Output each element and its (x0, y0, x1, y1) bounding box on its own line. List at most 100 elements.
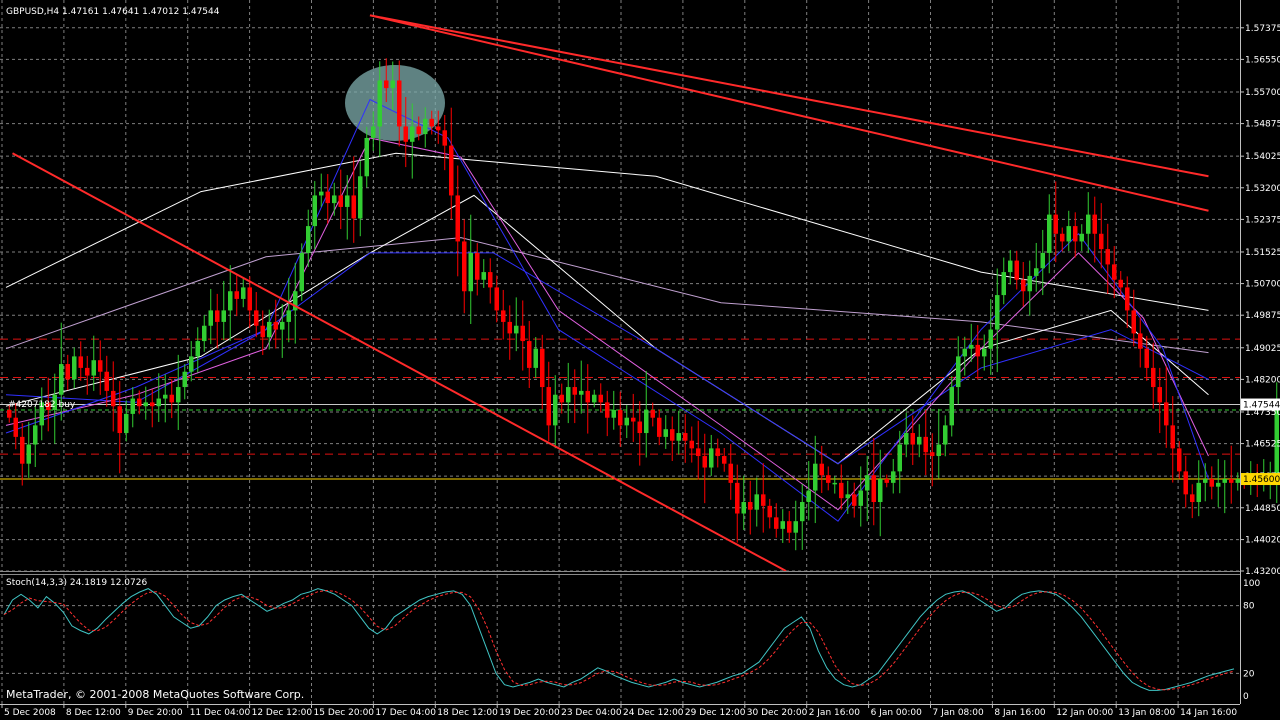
trend-line[interactable] (369, 14, 1209, 212)
candle-body (130, 398, 135, 414)
stochastic-panel[interactable]: Stoch(14,3,3) 24.1819 12.0726 (0, 575, 1240, 704)
candle-body (507, 321, 512, 334)
candle-body (501, 310, 506, 322)
time-axis[interactable]: 5 Dec 2008 8 Dec 12:00 9 Dec 20:00 11 Dec 0… (1, 704, 1237, 718)
candle-body (364, 137, 369, 177)
candle-body (722, 456, 727, 464)
candle-body (202, 325, 207, 342)
candle-body (1066, 226, 1071, 242)
time-tick-label: 19 Dec 20:00 (499, 708, 560, 718)
candle-body (72, 356, 77, 380)
candle-body (371, 126, 376, 138)
current-price-label: 1.47544 (1243, 401, 1280, 411)
candle-body (1008, 260, 1013, 273)
time-tick-label: 24 Dec 12:00 (623, 708, 684, 718)
candle-body (605, 402, 610, 418)
candle-body (462, 241, 467, 292)
candle-body (416, 126, 421, 135)
moving-average-line (5, 237, 1209, 354)
candle-body (91, 360, 96, 376)
candle-body (494, 287, 499, 311)
order-label: #4207182 buy (8, 400, 76, 410)
candle-body (442, 130, 447, 146)
candle-body (481, 272, 486, 280)
trend-line[interactable] (12, 152, 787, 572)
candle-body (579, 390, 584, 395)
time-tick-label: 14 Jan 16:00 (1180, 708, 1237, 718)
candle-body (1099, 233, 1104, 250)
candle-body (1034, 268, 1039, 276)
candle-body (611, 410, 616, 418)
candle-body (1086, 214, 1091, 234)
price-tick-label: 1.53200 (1245, 184, 1280, 194)
stoch-axis-label: 20 (1243, 669, 1255, 679)
time-tick-label: 29 Dec 12:00 (685, 708, 746, 718)
price-tick-label: 1.57375 (1245, 24, 1280, 34)
candle-body (1047, 214, 1052, 253)
candle-body (1203, 479, 1208, 483)
symbol-info: GBPUSD,H4 1.47161 1.47641 1.47012 1.4754… (6, 7, 220, 17)
moving-average-line (5, 252, 1209, 465)
time-tick-label: 15 Dec 20:00 (314, 708, 375, 718)
candle-body (832, 482, 837, 485)
candle-body (1170, 425, 1175, 449)
candle-body (748, 502, 753, 510)
candle-body (104, 371, 109, 391)
copyright-text: MetaTrader, © 2001-2008 MetaQuotes Softw… (6, 688, 304, 701)
candle-body (345, 195, 350, 207)
stochastic-grid (0, 575, 1240, 704)
candle-body (631, 417, 636, 422)
candle-body (143, 402, 148, 407)
candle-body (683, 433, 688, 441)
candle-body (403, 126, 408, 142)
candle-body (1222, 479, 1227, 483)
candle-body (891, 471, 896, 483)
candle-body (598, 394, 603, 403)
candle-body (930, 452, 935, 457)
candle-body (312, 195, 317, 227)
candle-body (1092, 214, 1097, 234)
moving-average-line (5, 98, 1209, 522)
candle-body (1105, 249, 1110, 265)
price-panel[interactable]: #4207182 buy (0, 0, 1279, 572)
candle-body (839, 482, 844, 499)
candle-body (267, 321, 272, 338)
candle-body (1021, 279, 1026, 292)
candle-body (936, 444, 941, 457)
candle-body (208, 310, 213, 326)
candle-body (176, 387, 181, 403)
candle-body (111, 390, 116, 407)
candle-body (806, 490, 811, 503)
candle-body (254, 310, 259, 326)
candle-body (358, 176, 363, 219)
candle-body (1040, 252, 1045, 269)
candle-body (1274, 406, 1279, 480)
candle-body (1125, 287, 1130, 311)
stoch-axis-label: 80 (1243, 602, 1255, 612)
candle-body (221, 310, 226, 322)
candle-body (7, 410, 12, 418)
price-tick-label: 1.52375 (1245, 215, 1280, 225)
candle-body (520, 325, 525, 342)
candle-body (533, 348, 538, 368)
candle-body (540, 348, 545, 388)
candle-body (624, 417, 629, 426)
candle-body (59, 364, 64, 395)
candle-body (774, 517, 779, 529)
stochastic-info: Stoch(14,3,3) 24.1819 12.0726 (6, 578, 147, 588)
candle-body (189, 356, 194, 372)
price-tick-label: 1.47350 (1245, 408, 1280, 418)
stochastic-lines (3, 588, 1235, 691)
candle-body (995, 295, 1000, 330)
candle-body (975, 344, 980, 357)
candle-body (566, 387, 571, 403)
candle-body (117, 406, 122, 434)
trend-lines[interactable] (12, 14, 1209, 572)
candle-body (657, 417, 662, 437)
trend-line[interactable] (369, 14, 1209, 178)
candle-body (26, 444, 31, 464)
candle-body (1216, 482, 1221, 487)
candle-body (156, 398, 161, 407)
candle-body (332, 195, 337, 204)
price-axis[interactable]: 1.57375 1.56550 1.55700 1.54875 1.54025 1.532… (1240, 24, 1280, 577)
